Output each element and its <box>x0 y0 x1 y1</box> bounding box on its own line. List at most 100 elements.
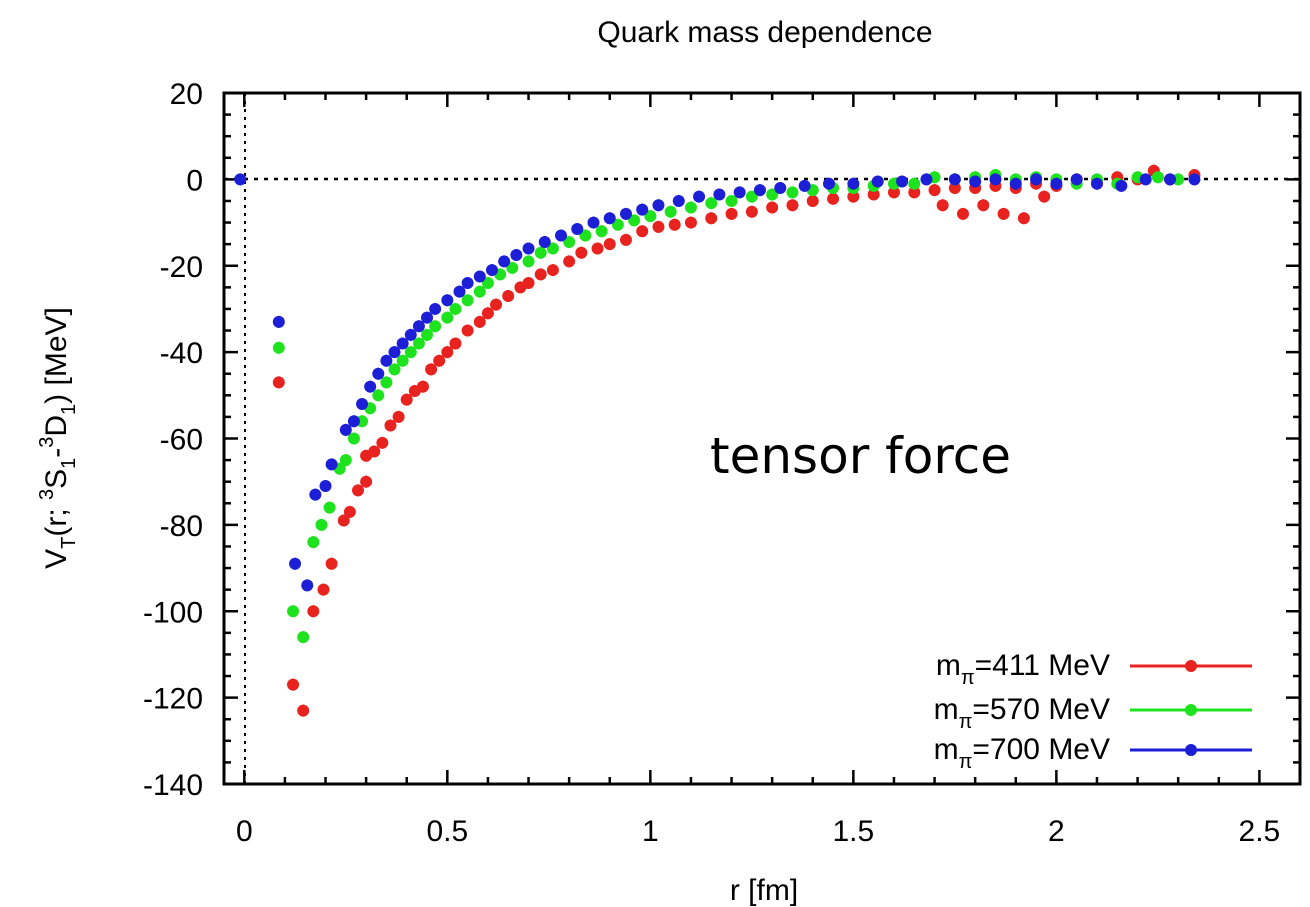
data-point <box>847 177 860 190</box>
data-point <box>555 229 568 242</box>
legend: mπ=411 MeV mπ=570 MeV mπ=700 MeV <box>934 649 1252 773</box>
data-point <box>847 190 860 203</box>
data-point <box>822 177 835 190</box>
legend-entry-700: mπ=700 MeV <box>934 733 1252 773</box>
legend-marker-700 <box>1185 744 1197 756</box>
data-point <box>1070 173 1083 186</box>
data-point <box>315 518 328 531</box>
data-point <box>325 458 338 471</box>
data-point <box>522 242 535 255</box>
data-point <box>733 186 746 199</box>
data-point <box>928 184 941 197</box>
ylabel-s: S <box>40 469 73 489</box>
data-point <box>337 514 350 527</box>
data-point <box>705 212 718 225</box>
data-point <box>272 376 285 389</box>
data-point <box>396 337 409 350</box>
data-point <box>745 190 758 203</box>
data-point <box>297 631 310 644</box>
ylabel-v: V <box>40 549 73 569</box>
data-point <box>603 238 616 251</box>
data-point <box>473 270 486 283</box>
legend-sub: π <box>961 667 975 689</box>
legend-suffix: =411 MeV <box>975 649 1110 682</box>
data-point <box>684 201 697 214</box>
legend-suffix: =570 MeV <box>972 693 1110 726</box>
data-point <box>388 363 401 376</box>
data-point <box>307 605 320 618</box>
legend-marker-411 <box>1185 660 1197 672</box>
data-point <box>1009 177 1022 190</box>
data-point <box>611 218 624 231</box>
data-point <box>603 212 616 225</box>
svg-text:mπ=411 MeV: mπ=411 MeV <box>936 649 1110 689</box>
y-tick-label: -120 <box>143 683 203 716</box>
data-point <box>412 337 425 350</box>
data-point <box>522 255 535 268</box>
data-point <box>1139 173 1152 186</box>
data-point <box>272 315 285 328</box>
data-point <box>380 354 393 367</box>
data-point <box>380 376 393 389</box>
data-point <box>786 199 799 212</box>
data-point <box>628 214 641 227</box>
annotation-tensor-force: tensor force <box>710 427 1011 485</box>
data-point <box>347 415 360 428</box>
data-point <box>425 363 438 376</box>
ylabel-d: D <box>40 415 73 437</box>
data-point <box>404 346 417 359</box>
data-point <box>502 289 515 302</box>
data-point <box>1038 190 1051 203</box>
svg-text:mπ=570 MeV: mπ=570 MeV <box>934 693 1110 733</box>
data-point <box>461 277 474 290</box>
data-point <box>400 393 413 406</box>
chart-title: Quark mass dependence <box>597 16 932 49</box>
x-tick-label: 0 <box>236 815 253 848</box>
data-point <box>364 380 377 393</box>
data-point <box>668 218 681 231</box>
data-point <box>297 704 310 717</box>
data-point <box>1164 173 1177 186</box>
data-point <box>323 501 336 514</box>
data-point <box>753 184 766 197</box>
data-point <box>948 173 961 186</box>
data-point <box>591 242 604 255</box>
data-point <box>412 320 425 333</box>
data-point <box>806 194 819 207</box>
legend-prefix: m <box>934 733 959 766</box>
data-point <box>725 194 738 207</box>
legend-sub: π <box>959 711 973 733</box>
data-point <box>319 480 332 493</box>
data-point <box>485 264 498 277</box>
data-point <box>351 484 364 497</box>
data-point <box>1050 177 1063 190</box>
data-point <box>449 302 462 315</box>
data-point <box>693 190 706 203</box>
data-point <box>1115 179 1128 192</box>
ylabel-d-sub: 1 <box>58 404 80 415</box>
data-point <box>619 233 632 246</box>
data-point <box>534 268 547 281</box>
data-point <box>636 225 649 238</box>
ylabel-dash: - <box>40 448 73 458</box>
data-point <box>571 223 584 236</box>
data-point <box>396 354 409 367</box>
data-point <box>652 199 665 212</box>
x-tick-label: 1.5 <box>832 815 874 848</box>
y-tick-label: -40 <box>160 337 203 370</box>
data-point <box>579 229 592 242</box>
ylabel-sup2: 3 <box>36 437 58 448</box>
data-point <box>287 605 300 618</box>
data-point <box>481 307 494 320</box>
data-point <box>871 175 884 188</box>
data-point <box>347 432 360 445</box>
data-point <box>956 207 969 220</box>
data-point <box>272 341 285 354</box>
data-point <box>546 264 559 277</box>
x-axis-label: r [fm] <box>730 874 798 907</box>
data-point <box>392 410 405 423</box>
data-point <box>595 225 608 238</box>
legend-marker-570 <box>1185 704 1197 716</box>
data-point <box>339 423 352 436</box>
y-tick-label: -140 <box>143 769 203 802</box>
